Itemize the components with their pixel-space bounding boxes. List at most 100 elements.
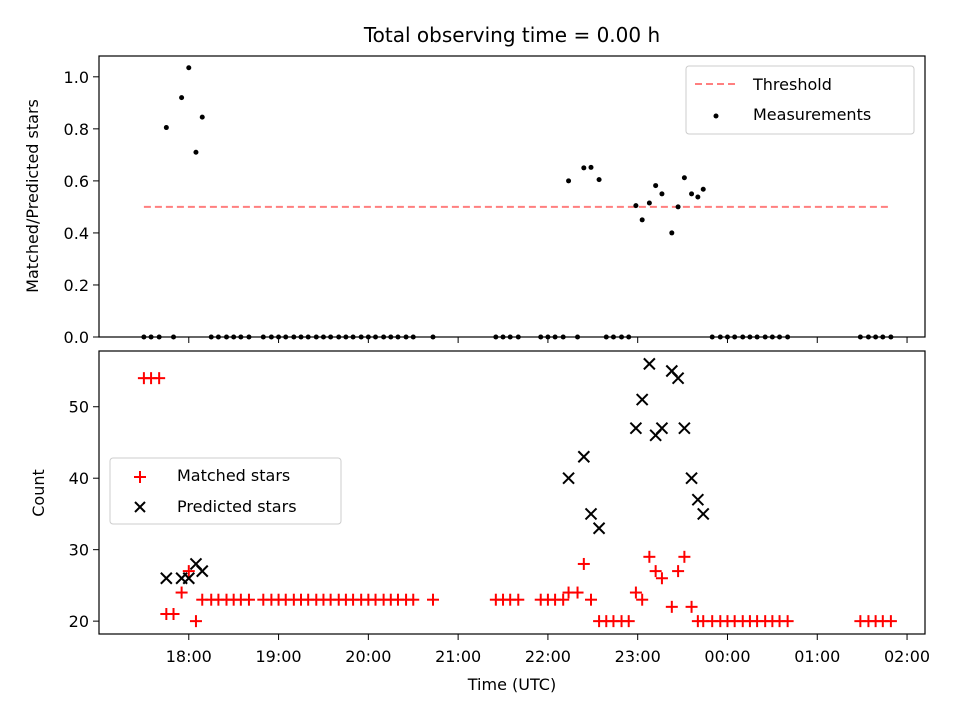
top-y-tick-label: 1.0 bbox=[64, 68, 89, 87]
x-b bbox=[577, 450, 591, 463]
x-tick-label: 22:00 bbox=[525, 647, 571, 666]
matched-star-point bbox=[672, 565, 685, 578]
top-y-axis-label: Matched/Predicted stars bbox=[23, 99, 42, 293]
matched-star-point bbox=[153, 372, 166, 385]
measurement-point bbox=[581, 165, 587, 171]
bottom-plot-frame bbox=[98, 350, 926, 635]
top-panel: 0.0 0.2 0.4 0.6 0.8 1.0 Matched/Predicted sta… bbox=[23, 55, 926, 347]
bottom-y-tick-label: 40 bbox=[69, 469, 89, 488]
matched-star-point bbox=[577, 557, 590, 570]
matched-star-point bbox=[884, 615, 897, 628]
matched-star-point bbox=[189, 615, 202, 628]
x-b bbox=[629, 421, 643, 435]
bottom-y-tick-label: 20 bbox=[69, 612, 89, 631]
legend-matched-label: Matched stars bbox=[177, 466, 290, 485]
x-b bbox=[635, 393, 649, 406]
x-b bbox=[685, 471, 698, 485]
predicted-star-point bbox=[196, 564, 209, 578]
x-tick-label: 19:00 bbox=[256, 647, 302, 666]
measurement-point bbox=[646, 200, 652, 206]
predicted-star-point bbox=[160, 572, 173, 585]
matched-star-point bbox=[407, 593, 420, 606]
predicted-star-point bbox=[643, 357, 656, 371]
predicted-star-point bbox=[562, 471, 575, 485]
x-b bbox=[196, 564, 209, 578]
measurement-point bbox=[669, 230, 675, 236]
bottom-y-axis-label: Count bbox=[29, 469, 48, 517]
matched-star-point bbox=[643, 550, 656, 563]
measurement-point bbox=[639, 217, 645, 223]
measurement-point bbox=[596, 177, 602, 183]
predicted-star-point bbox=[697, 507, 710, 521]
top-y-tick-label: 0.6 bbox=[64, 172, 89, 191]
bottom-panel: 20 30 40 50 18:00 19:00 20:00 21:00 22:00 23:00 00… bbox=[29, 350, 930, 694]
x-b bbox=[697, 507, 710, 521]
measurement-point bbox=[179, 95, 185, 101]
top-y-tick-label: 0.0 bbox=[64, 328, 89, 347]
measurement-point bbox=[675, 204, 681, 210]
bottom-y-tick-label: 50 bbox=[69, 398, 89, 417]
top-marks bbox=[141, 65, 894, 340]
measurement-point bbox=[633, 203, 639, 209]
x-tick-label: 02:00 bbox=[884, 647, 930, 666]
measurement-point bbox=[689, 191, 695, 197]
x-tick-label: 21:00 bbox=[435, 647, 481, 666]
x-tick-label: 00:00 bbox=[704, 647, 750, 666]
measurement-point bbox=[659, 191, 665, 197]
matched-star-point bbox=[665, 600, 678, 613]
predicted-star-point bbox=[671, 371, 685, 385]
matched-star-point bbox=[512, 593, 525, 606]
x-b bbox=[562, 471, 575, 485]
bottom-legend: Matched stars Predicted stars bbox=[109, 457, 342, 525]
legend-predicted-label: Predicted stars bbox=[177, 497, 297, 516]
bottom-y-tick-label: 30 bbox=[69, 541, 89, 560]
top-y-tick-label: 0.8 bbox=[64, 120, 89, 139]
predicted-star-point bbox=[629, 421, 643, 435]
measurement-point bbox=[193, 149, 199, 155]
x-axis-label: Time (UTC) bbox=[467, 675, 556, 694]
measurement-point bbox=[186, 65, 192, 71]
x-b bbox=[643, 357, 656, 371]
bottom-axes: 20 30 40 50 18:00 19:00 20:00 21:00 22:00 23:00 00… bbox=[69, 398, 930, 666]
legend-matched-marker bbox=[134, 471, 146, 483]
measurement-point bbox=[681, 175, 687, 181]
top-y-tick-label: 0.4 bbox=[64, 224, 89, 243]
bottom-legend-box bbox=[109, 457, 342, 525]
matched-star-point bbox=[426, 593, 439, 606]
x-tick-label: 18:00 bbox=[166, 647, 212, 666]
x-b bbox=[665, 364, 679, 378]
top-legend: Threshold Measurements bbox=[685, 65, 915, 135]
matched-star-point bbox=[655, 572, 668, 585]
top-y-tick-label: 0.2 bbox=[64, 276, 89, 295]
legend-threshold-label: Threshold bbox=[752, 75, 832, 94]
top-legend-box bbox=[685, 65, 915, 135]
measurement-point bbox=[199, 114, 205, 120]
x-b bbox=[655, 421, 669, 435]
predicted-star-point bbox=[577, 450, 591, 463]
matched-star-point bbox=[175, 586, 188, 599]
measurement-point bbox=[700, 186, 706, 192]
matched-star-point bbox=[182, 565, 195, 578]
measurement-point bbox=[566, 178, 572, 184]
top-plot-frame bbox=[98, 55, 926, 338]
predicted-star-point bbox=[685, 471, 698, 485]
matched-star-point bbox=[167, 607, 180, 620]
measurement-point bbox=[163, 125, 169, 131]
matched-star-point bbox=[636, 593, 649, 606]
x-tick-label: 20:00 bbox=[345, 647, 391, 666]
x-b bbox=[584, 507, 598, 521]
measurement-point bbox=[653, 183, 659, 189]
matched-star-point bbox=[622, 615, 635, 628]
matched-star-point bbox=[629, 586, 642, 599]
chart-title: Total observing time = 0.00 h bbox=[363, 23, 660, 47]
measurement-point bbox=[695, 194, 701, 200]
matched-star-point bbox=[242, 593, 255, 606]
x-b bbox=[691, 493, 705, 506]
x-b bbox=[671, 371, 685, 385]
predicted-star-point bbox=[584, 507, 598, 521]
predicted-star-point bbox=[691, 493, 705, 506]
predicted-star-point bbox=[635, 393, 649, 406]
matched-star-point bbox=[649, 565, 662, 578]
matched-star-point bbox=[585, 593, 598, 606]
